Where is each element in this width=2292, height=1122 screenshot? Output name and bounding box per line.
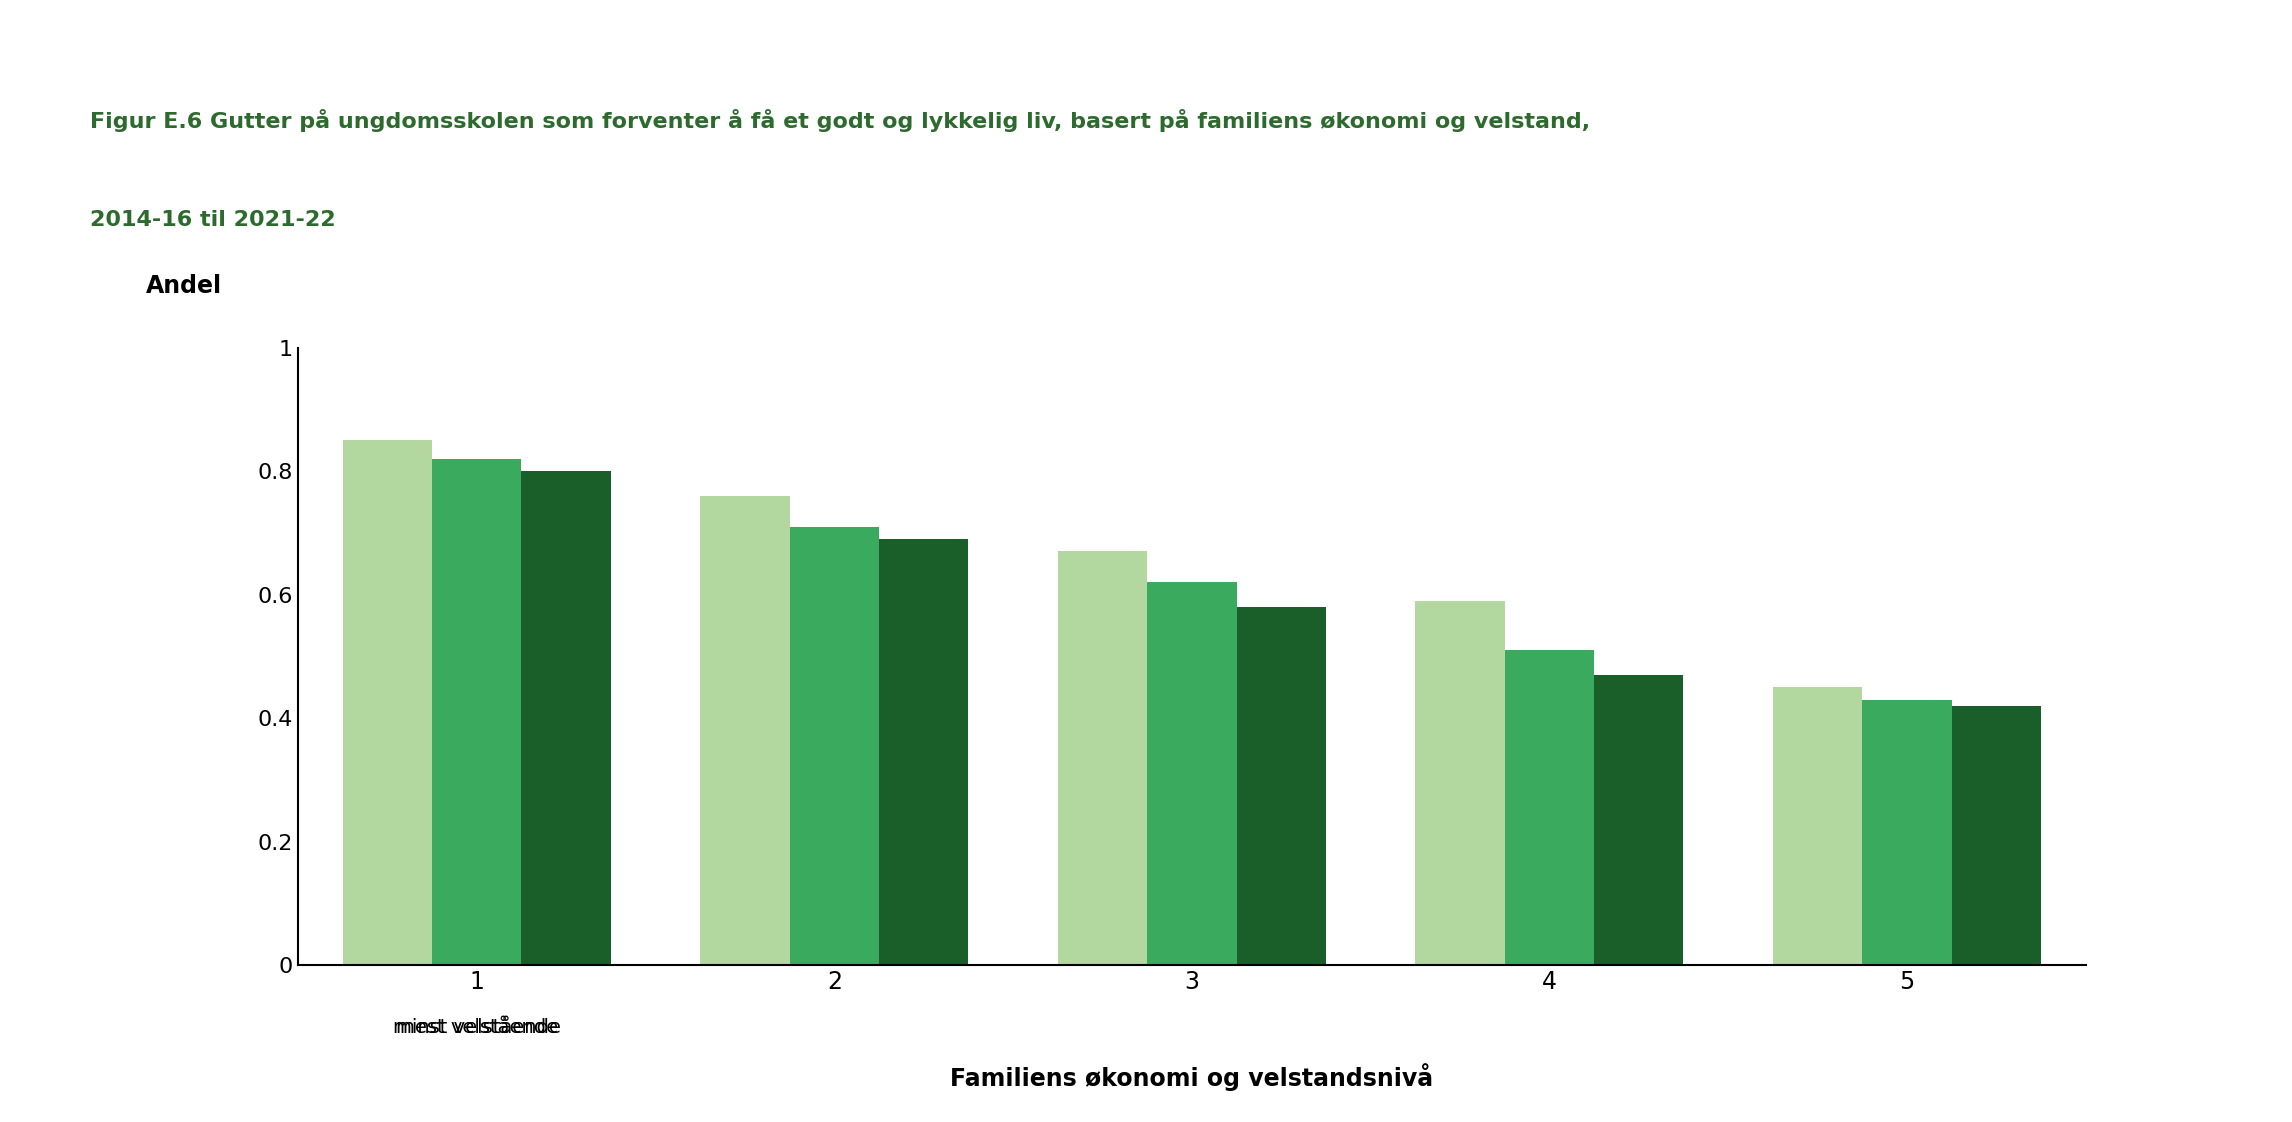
Bar bbox=[344, 441, 433, 965]
Bar bbox=[791, 527, 880, 965]
Text: 2014-16 til 2021-22: 2014-16 til 2021-22 bbox=[89, 211, 335, 230]
Bar bbox=[880, 540, 970, 965]
Text: minst velstående: minst velstående bbox=[392, 1018, 562, 1037]
Text: Andel: Andel bbox=[147, 275, 222, 298]
Bar bbox=[1595, 675, 1682, 965]
X-axis label: Familiens økonomi og velstandsnivå: Familiens økonomi og velstandsnivå bbox=[951, 1064, 1432, 1091]
Bar bbox=[1863, 700, 1953, 965]
Text: mest velstående: mest velstående bbox=[397, 1018, 557, 1037]
Text: Figur E.6 Gutter på ungdomsskolen som forventer å få et godt og lykkelig liv, ba: Figur E.6 Gutter på ungdomsskolen som fo… bbox=[89, 109, 1591, 132]
Bar bbox=[1506, 650, 1595, 965]
Bar bbox=[1059, 552, 1148, 965]
Bar bbox=[1953, 706, 2042, 965]
Bar bbox=[523, 471, 612, 965]
Bar bbox=[1416, 601, 1506, 965]
Bar bbox=[433, 459, 523, 965]
Bar bbox=[1774, 687, 1863, 965]
Bar bbox=[1238, 607, 1325, 965]
Bar bbox=[701, 496, 791, 965]
Bar bbox=[1148, 582, 1238, 965]
